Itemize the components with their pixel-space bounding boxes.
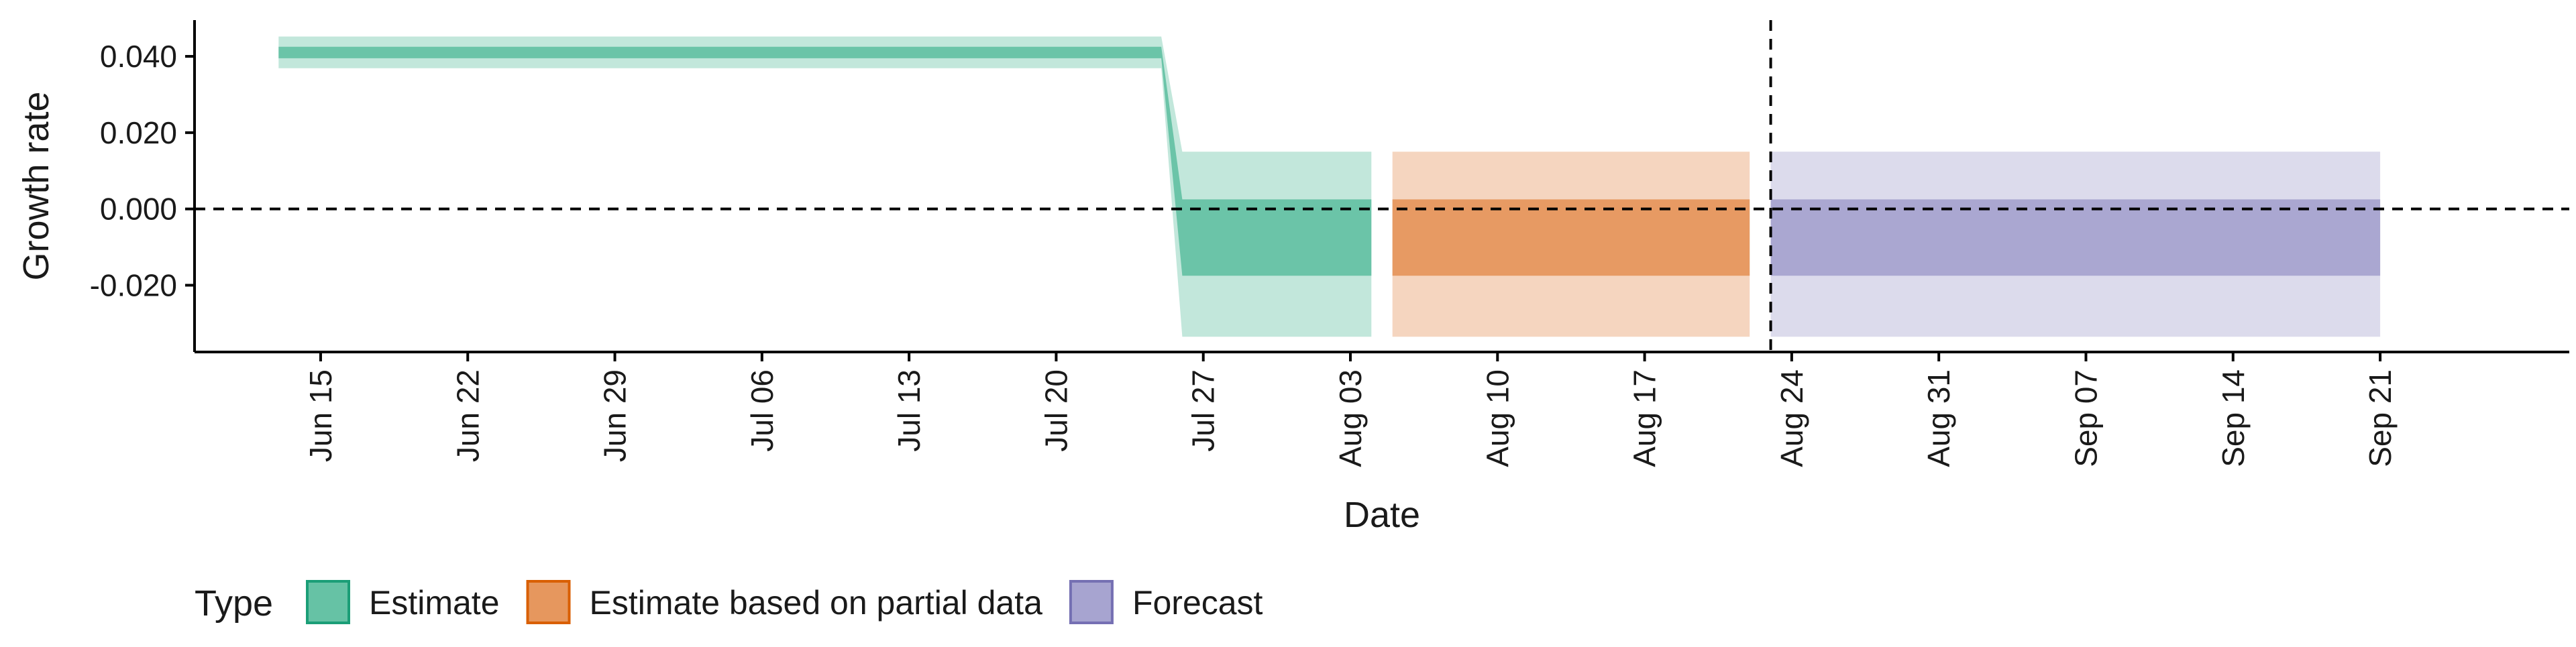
y-axis-title: Growth rate: [16, 91, 56, 280]
x-tick-label: Jul 27: [1186, 369, 1221, 452]
x-tick-label: Sep 21: [2363, 369, 2398, 467]
legend-items: Estimate Estimate based on partial data Fo…: [306, 580, 1263, 624]
y-tick-label: 0.040: [100, 39, 177, 74]
x-tick-label: Aug 24: [1774, 369, 1809, 467]
band-50-estimate: [278, 46, 1372, 276]
x-tick-label: Aug 31: [1921, 369, 1956, 467]
legend-swatch-estimate-based-on-partial-data: [526, 580, 571, 624]
x-tick-label: Jun 15: [303, 369, 338, 462]
x-tick-label: Sep 14: [2216, 369, 2251, 467]
axes-layer: [193, 20, 2569, 353]
legend-label-estimate-based-on-partial-data: Estimate based on partial data: [590, 584, 1043, 622]
reference-lines-layer: [195, 20, 2569, 352]
band-50-forecast: [1770, 199, 2381, 276]
x-tick-label: Jun 29: [598, 369, 633, 462]
x-tick-label: Jun 22: [450, 369, 485, 462]
x-tick-label: Jul 13: [892, 369, 926, 452]
legend: Type Estimate Estimate based on partial d…: [195, 580, 1263, 624]
legend-swatch-estimate: [306, 580, 350, 624]
legend-swatch-forecast: [1069, 580, 1114, 624]
x-tick-label: Aug 17: [1627, 369, 1662, 467]
y-tick-label: 0.020: [100, 115, 177, 150]
x-tick-label: Sep 07: [2069, 369, 2104, 467]
legend-label-estimate: Estimate: [369, 584, 500, 622]
legend-title: Type: [195, 583, 273, 624]
x-tick-label: Jul 20: [1038, 369, 1073, 452]
y-tick-label: 0.000: [100, 192, 177, 227]
band-90-estimate: [278, 36, 1372, 337]
x-tick-label: Aug 10: [1480, 369, 1515, 467]
ticks-layer: -0.020 0.000 0.020 0.040 Jun 15 Jun 22 Jun 29 J…: [90, 39, 2398, 467]
x-axis-title: Date: [1344, 495, 1420, 535]
x-tick-label: Jul 06: [745, 369, 780, 452]
band-50-estimate-based-on-partial-data: [1392, 199, 1750, 276]
y-tick-label: -0.020: [90, 268, 177, 302]
x-tick-label: Aug 03: [1333, 369, 1368, 467]
legend-label-forecast: Forecast: [1132, 584, 1263, 622]
bands-layer: [278, 36, 2381, 337]
